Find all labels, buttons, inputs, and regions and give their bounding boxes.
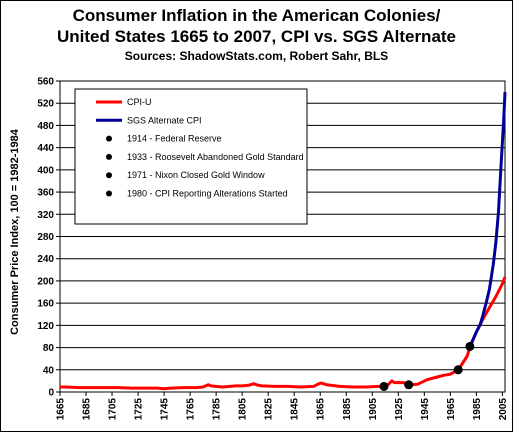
x-tick-label: 1745	[160, 398, 171, 421]
event-marker	[465, 341, 475, 351]
x-tick-label: 1705	[108, 398, 119, 421]
legend-label: CPI-U	[127, 97, 152, 107]
x-tick-label: 1925	[394, 398, 405, 421]
x-tick-label: 1905	[368, 398, 379, 421]
x-tick-label: 1945	[420, 398, 431, 421]
x-tick-label: 1725	[134, 398, 145, 421]
y-tick-label: 320	[37, 210, 54, 221]
legend-swatch-marker	[106, 153, 112, 160]
event-marker	[404, 380, 414, 390]
y-tick-label: 120	[37, 321, 54, 332]
chart-title: Consumer Inflation in the American Colon…	[72, 6, 441, 25]
x-tick-label: 1805	[238, 398, 249, 421]
y-tick-label: 240	[37, 254, 54, 265]
y-tick-label: 560	[37, 77, 54, 88]
y-tick-label: 0	[48, 388, 54, 399]
y-tick-label: 520	[37, 99, 54, 110]
legend-label: 1971 - Nixon Closed Gold Window	[127, 170, 265, 180]
legend-swatch-marker	[106, 190, 112, 197]
legend-label: 1914 - Federal Reserve	[127, 134, 222, 144]
y-tick-label: 280	[37, 232, 54, 243]
legend-label: 1980 - CPI Reporting Alterations Started	[127, 189, 288, 199]
chart-subtitle: Sources: ShadowStats.com, Robert Sahr, B…	[124, 49, 389, 63]
x-tick-label: 2005	[498, 398, 509, 421]
x-tick-label: 1865	[316, 398, 327, 421]
y-tick-label: 360	[37, 188, 54, 199]
x-tick-label: 1965	[446, 398, 457, 421]
x-tick-label: 1765	[186, 398, 197, 421]
x-tick-label: 1825	[264, 398, 275, 421]
y-tick-label: 440	[37, 143, 54, 154]
event-marker	[453, 365, 463, 375]
x-tick-label: 1985	[472, 398, 483, 421]
legend-label: 1933 - Roosevelt Abandoned Gold Standard	[127, 152, 304, 162]
y-tick-label: 160	[37, 299, 54, 310]
chart-title-line-2: United States 1665 to 2007, CPI vs. SGS …	[56, 27, 457, 46]
y-tick-label: 80	[43, 343, 55, 354]
x-tick-label: 1885	[342, 398, 353, 421]
x-tick-label: 1665	[56, 398, 67, 421]
event-marker	[379, 381, 389, 391]
x-tick-label: 1845	[290, 398, 301, 421]
y-tick-label: 40	[43, 365, 55, 376]
y-tick-label: 200	[37, 276, 54, 287]
y-tick-label: 400	[37, 165, 54, 176]
sgs-alternate-line	[468, 92, 507, 348]
x-tick-label: 1785	[212, 398, 223, 421]
legend-swatch-marker	[106, 135, 112, 142]
plot-border	[59, 80, 506, 393]
y-tick-label: 480	[37, 121, 54, 132]
legend	[74, 88, 308, 225]
x-tick-label: 1685	[82, 398, 93, 421]
legend-swatch-marker	[106, 172, 112, 179]
legend-label: SGS Alternate CPI	[127, 115, 202, 125]
